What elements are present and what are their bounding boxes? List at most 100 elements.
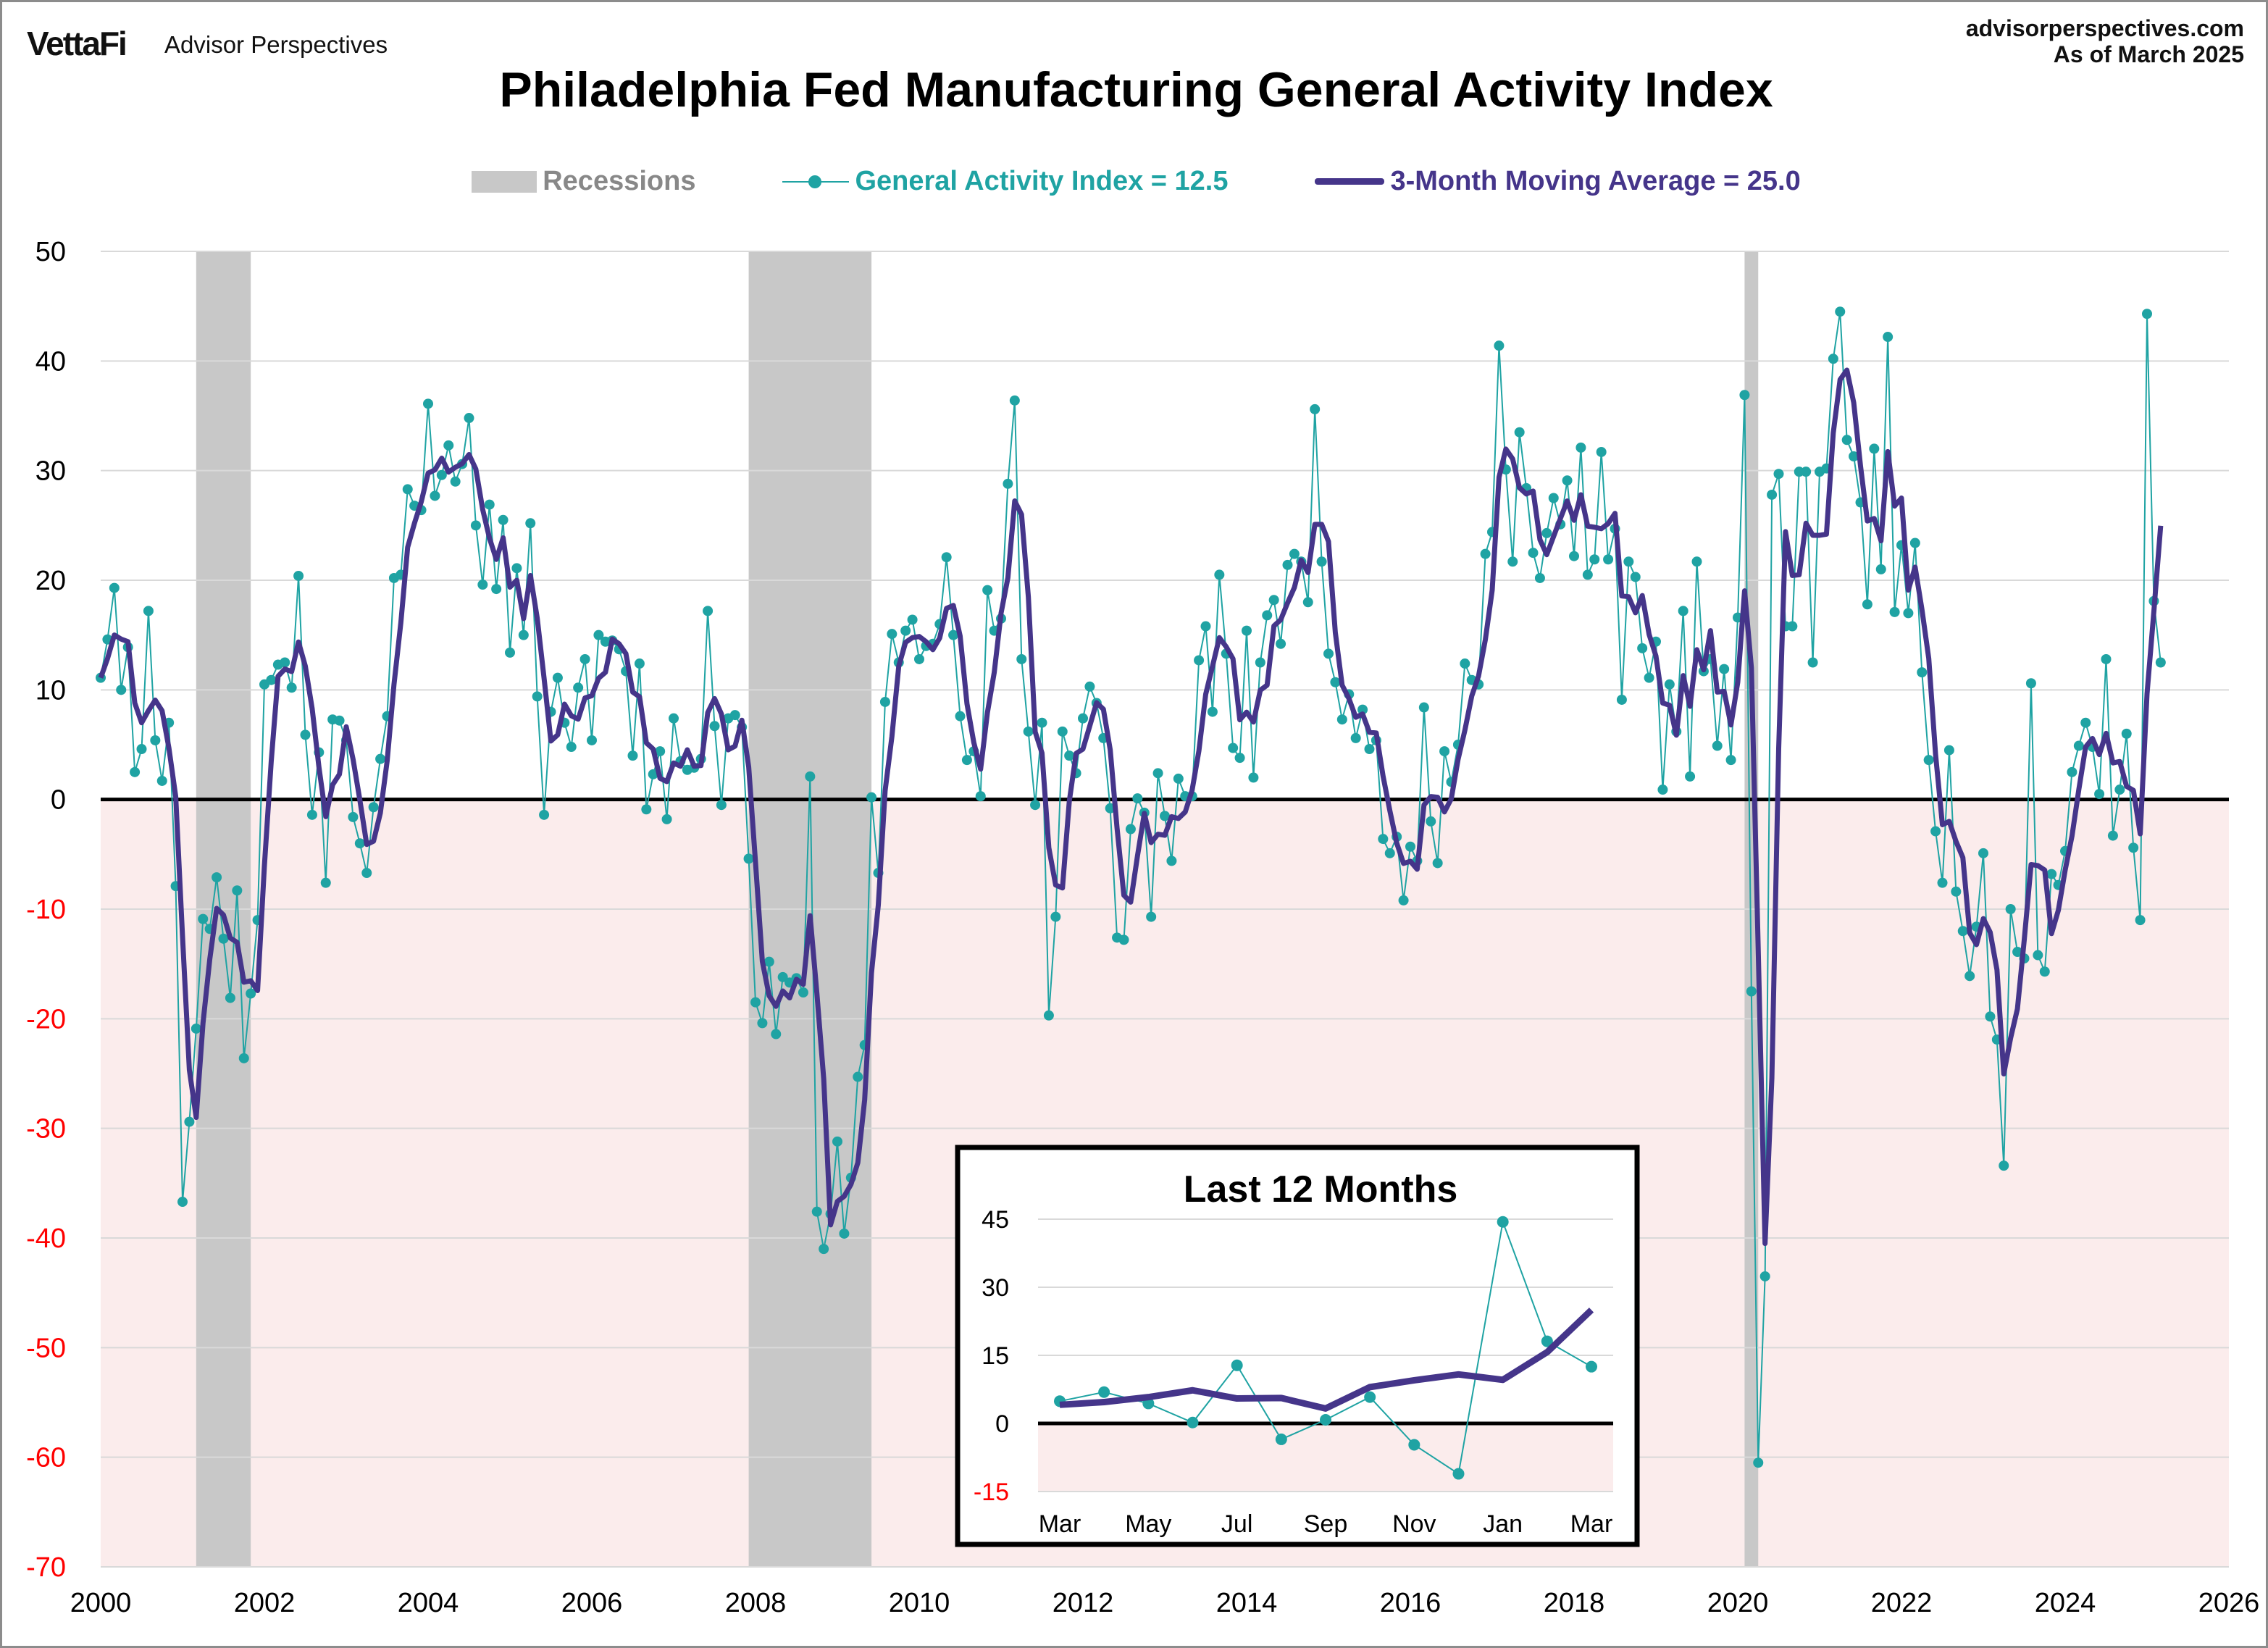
index-point (334, 715, 345, 726)
recession-swatch-icon (472, 170, 537, 193)
y-tick-label: -50 (26, 1333, 66, 1363)
index-point (1603, 554, 1614, 565)
index-point (212, 872, 222, 883)
x-tick-label: 2004 (398, 1588, 459, 1618)
index-point (1746, 986, 1757, 997)
index-point (1514, 427, 1525, 438)
index-point (1957, 926, 1968, 937)
index-point (2073, 740, 2084, 751)
index-point (1160, 811, 1170, 821)
legend-item-moving-average: 3-Month Moving Average = 25.0 (1315, 166, 1801, 197)
index-point (354, 838, 365, 849)
index-point (1909, 538, 1920, 548)
index-point (1310, 403, 1321, 414)
index-point (130, 766, 141, 777)
index-point (361, 868, 372, 879)
index-point (961, 755, 972, 766)
inset-index-point (1320, 1413, 1331, 1426)
index-point (1725, 755, 1736, 766)
inset-x-tick-label: Nov (1392, 1510, 1436, 1538)
index-point (634, 658, 645, 669)
index-point (1787, 621, 1798, 632)
inset-index-point (1541, 1335, 1553, 1347)
index-point (2094, 789, 2105, 800)
index-point (1384, 848, 1395, 858)
index-point (368, 802, 379, 813)
line-marker-swatch-icon (782, 171, 850, 193)
index-point (1037, 717, 1047, 728)
inset-x-tick-label: Jan (1483, 1510, 1523, 1538)
index-point (477, 580, 488, 590)
x-tick-label: 2024 (2035, 1588, 2096, 1618)
index-point (1480, 548, 1491, 559)
vettafi-logo: VettaFi (27, 25, 127, 62)
legend-label-moving-average: 3-Month Moving Average = 25.0 (1390, 166, 1801, 196)
line-swatch-icon (1315, 178, 1385, 185)
x-tick-label: 2016 (1380, 1588, 1441, 1618)
index-point (1657, 785, 1668, 795)
index-point (2155, 657, 2166, 668)
index-point (2101, 653, 2112, 664)
inset-x-tick-label: May (1125, 1510, 1171, 1538)
index-point (136, 744, 147, 755)
index-point (1336, 714, 1347, 725)
index-point (1964, 971, 1975, 982)
index-point (1146, 911, 1157, 922)
index-point (1003, 478, 1013, 489)
index-point (1637, 643, 1648, 653)
index-point (1828, 354, 1838, 364)
index-point (1214, 569, 1225, 580)
index-point (1057, 726, 1068, 737)
index-point (1985, 1011, 1996, 1022)
inset-negative-zone (1038, 1423, 1613, 1492)
index-point (116, 685, 127, 695)
index-point (348, 811, 359, 822)
index-point (1009, 395, 1020, 406)
index-point (402, 484, 413, 495)
index-point (1616, 694, 1627, 705)
index-point (709, 721, 720, 732)
x-tick-label: 2018 (1544, 1588, 1605, 1618)
index-point (150, 735, 161, 745)
index-point (805, 771, 816, 782)
index-point (191, 1023, 201, 1034)
index-point (763, 956, 774, 967)
index-point (955, 711, 966, 721)
inset-index-point (1586, 1360, 1597, 1373)
index-point (729, 710, 740, 721)
index-point (1378, 834, 1389, 845)
y-tick-label: -40 (26, 1224, 66, 1254)
index-point (1084, 681, 1095, 692)
index-point (941, 552, 952, 563)
index-point (2025, 678, 2036, 689)
legend-label-recessions: Recessions (543, 166, 696, 196)
index-point (1426, 816, 1436, 827)
y-tick-label: 20 (35, 566, 66, 596)
index-point (1869, 443, 1880, 454)
index-point (198, 913, 209, 924)
index-point (1432, 858, 1443, 869)
index-point (430, 490, 440, 501)
x-tick-label: 2006 (561, 1588, 623, 1618)
index-point (655, 746, 666, 757)
index-point (1753, 1457, 1764, 1468)
index-point (1194, 655, 1205, 666)
index-point (1132, 793, 1143, 804)
y-tick-label: 30 (35, 456, 66, 487)
x-tick-label: 2022 (1871, 1588, 1933, 1618)
index-point (1759, 1271, 1770, 1281)
index-point (511, 563, 522, 574)
index-point (2080, 717, 2091, 728)
index-point (423, 398, 433, 409)
index-point (982, 585, 993, 595)
index-point (1943, 745, 1954, 756)
x-tick-label: 2010 (889, 1588, 950, 1618)
index-point (232, 885, 243, 896)
index-point (1930, 826, 1941, 837)
index-point (2107, 830, 2118, 841)
index-point (491, 584, 502, 595)
index-point (866, 792, 877, 803)
index-point (771, 1029, 782, 1040)
index-point (743, 853, 754, 864)
